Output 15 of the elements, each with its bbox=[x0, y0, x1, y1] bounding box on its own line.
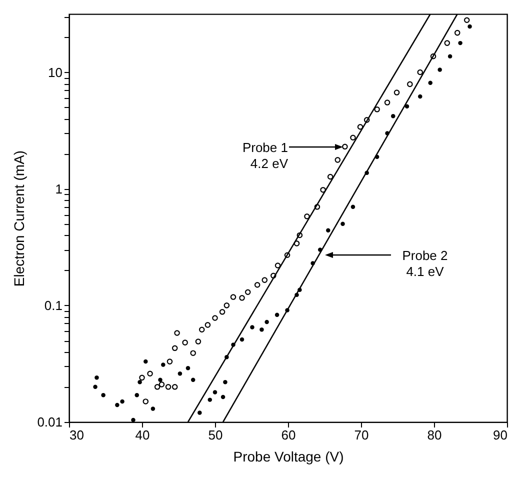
x-tick-label: 60 bbox=[281, 428, 296, 442]
annotation: Probe 1 4.2 eV bbox=[242, 140, 288, 171]
x-tick-label: 80 bbox=[427, 428, 442, 442]
y-tick-label: 10 bbox=[48, 64, 62, 80]
x-axis-title: Probe Voltage (V) bbox=[233, 448, 344, 464]
y-tick-label: 1 bbox=[55, 181, 62, 196]
x-tick-label: 50 bbox=[208, 428, 223, 442]
x-tick-label: 90 bbox=[493, 428, 508, 442]
y-tick-label: 0.1 bbox=[44, 298, 62, 313]
y-axis-title: Electron Current (mA) bbox=[11, 150, 28, 287]
x-tick-label: 40 bbox=[135, 428, 150, 442]
y-tick-label: 0.01 bbox=[37, 414, 62, 430]
annotation: Probe 2 4.1 eV bbox=[402, 248, 448, 279]
x-tick-label: 70 bbox=[354, 428, 369, 442]
x-tick-label: 30 bbox=[70, 428, 84, 442]
